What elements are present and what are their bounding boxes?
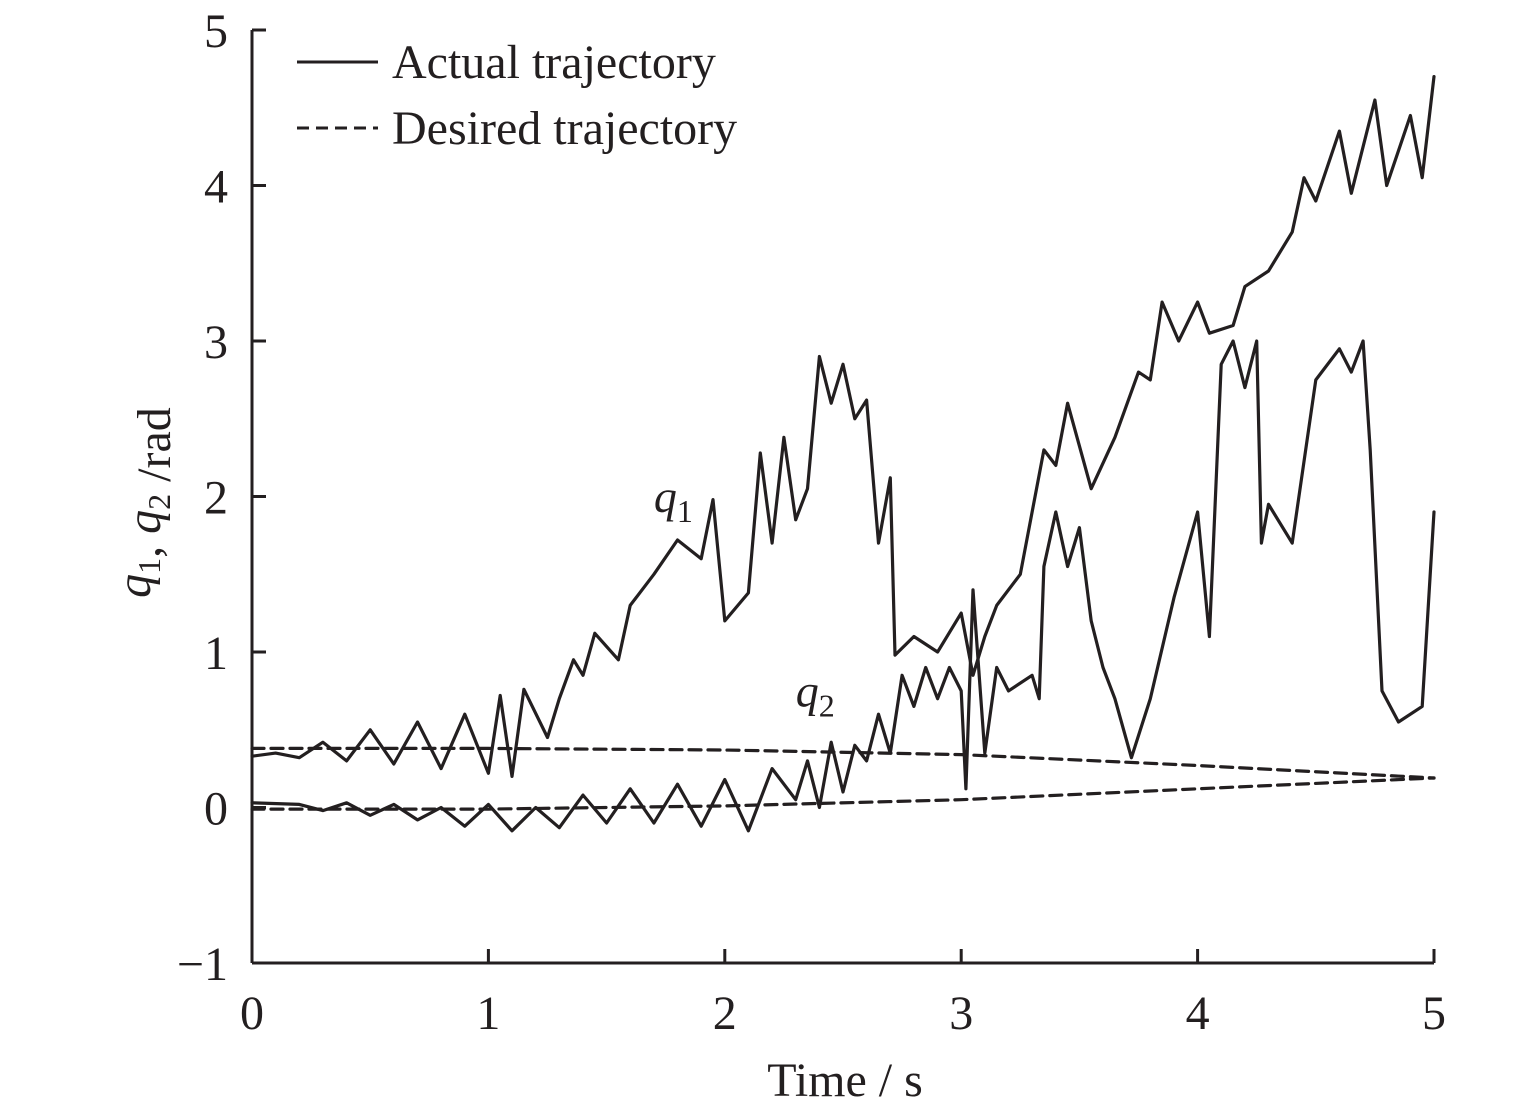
y-tick-label: 1 xyxy=(204,627,228,680)
annotation-subscript: 1 xyxy=(677,493,693,529)
q2-line xyxy=(250,339,1436,833)
ylabel-variable: q xyxy=(108,574,161,598)
x-tick-label: 1 xyxy=(476,987,500,1040)
y-tick-label: −1 xyxy=(177,938,228,991)
axes xyxy=(250,30,1434,965)
ylabel-subscript: 2 xyxy=(141,494,177,510)
ylabel-text: , xyxy=(118,534,171,558)
series-lines xyxy=(250,75,1436,833)
q1-desired-line xyxy=(250,746,1436,780)
annotation-letter: q xyxy=(796,665,819,716)
x-tick-label: 2 xyxy=(713,987,737,1040)
legend-label: Desired trajectory xyxy=(392,102,737,155)
y-tick-label: 3 xyxy=(204,316,228,369)
ylabel-variable: q xyxy=(118,510,171,534)
x-tick-label: 3 xyxy=(949,987,973,1040)
q1-line xyxy=(250,75,1436,778)
curve-annotation-q2: q2 xyxy=(796,665,835,723)
x-tick-label: 4 xyxy=(1186,987,1210,1040)
q2-desired-line xyxy=(250,776,1436,811)
axis-labels: Time / sq1, q2 /rad xyxy=(108,407,923,1107)
y-tick-label: 5 xyxy=(204,5,228,58)
y-tick-label: 2 xyxy=(204,472,228,525)
y-tick-label: 0 xyxy=(204,783,228,836)
x-axis-label: Time / s xyxy=(767,1054,923,1107)
legend: Actual trajectory Desired trajectory xyxy=(297,36,737,155)
y-axis-label: q1, q2 /rad xyxy=(108,407,181,598)
curve-annotation-q1: q1 xyxy=(654,471,693,529)
legend-label: Actual trajectory xyxy=(392,36,716,89)
ylabel-subscript: 1 xyxy=(131,558,167,574)
y-tick-label: 4 xyxy=(204,161,228,214)
annotation-letter: q xyxy=(654,471,677,522)
x-tick-label: 0 xyxy=(240,987,264,1040)
ylabel-text: /rad xyxy=(128,407,181,494)
annotation-subscript: 2 xyxy=(819,687,835,723)
x-tick-label: 5 xyxy=(1422,987,1446,1040)
